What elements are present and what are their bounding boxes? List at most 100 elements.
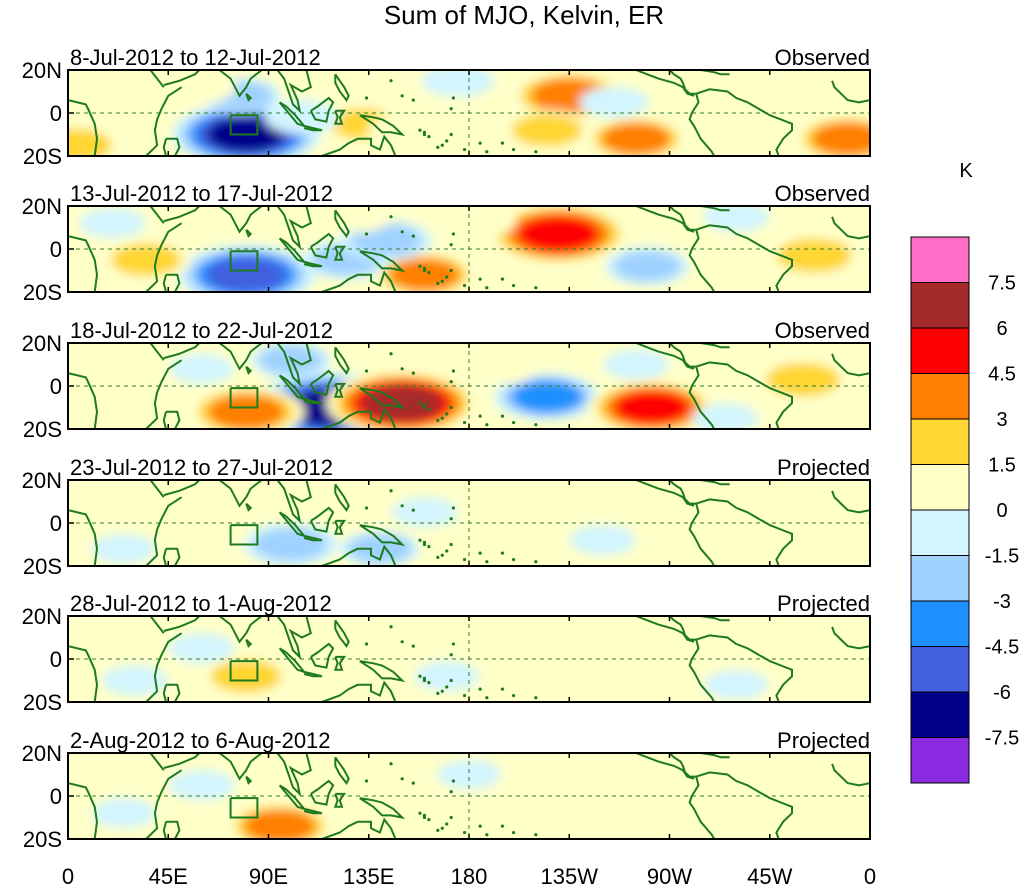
- island: [418, 264, 422, 268]
- coastline: [333, 792, 347, 808]
- coastline: [68, 235, 99, 292]
- coastline: [145, 86, 183, 156]
- island: [427, 545, 431, 549]
- panel-date-range: 13-Jul-2012 to 17-Jul-2012: [70, 181, 333, 206]
- island: [418, 128, 422, 132]
- colorbar-tick-label: -3: [993, 591, 1011, 613]
- coastline: [303, 534, 323, 542]
- y-tick-label: 0: [50, 784, 62, 809]
- coastline: [163, 480, 201, 497]
- island: [449, 405, 453, 410]
- anomaly-contour: [655, 528, 728, 561]
- coastline: [68, 645, 99, 702]
- anomaly-blob: [768, 485, 838, 518]
- coastline: [68, 99, 99, 156]
- island: [449, 815, 453, 820]
- island: [534, 423, 538, 427]
- anomaly-contour: [91, 798, 156, 828]
- anomaly-blob: [468, 353, 537, 385]
- coastline: [695, 498, 793, 566]
- anomaly-contour: [613, 250, 681, 282]
- panel-date-range: 2-Aug-2012 to 6-Aug-2012: [70, 728, 331, 753]
- y-tick-label: 0: [50, 237, 62, 262]
- island: [364, 369, 369, 373]
- island: [400, 504, 404, 508]
- coastline: [245, 92, 253, 102]
- colorbar-swatch: [910, 327, 970, 374]
- y-tick-label: 20S: [23, 690, 62, 715]
- anomaly-blob: [603, 349, 669, 380]
- coastline: [668, 753, 697, 778]
- island: [500, 414, 505, 418]
- anomaly-blob: [569, 525, 636, 556]
- island: [485, 150, 489, 154]
- coastline: [688, 229, 715, 292]
- x-tick-label: 0: [864, 864, 876, 889]
- anomaly-blob: [604, 247, 690, 286]
- island: [400, 367, 404, 371]
- coastline: [245, 502, 253, 512]
- colorbar-swatch: [910, 418, 970, 465]
- coastline: [163, 206, 201, 223]
- island: [411, 371, 415, 375]
- coastline: [303, 670, 323, 678]
- island: [389, 79, 393, 83]
- island: [364, 232, 369, 236]
- anomaly-blob: [503, 633, 569, 664]
- anomaly-contour: [323, 206, 393, 233]
- coastline: [831, 80, 870, 104]
- island: [451, 96, 456, 100]
- island: [449, 678, 453, 683]
- coastline: [309, 506, 335, 533]
- colorbar-swatch: [910, 464, 970, 511]
- coastline: [149, 753, 165, 771]
- island: [478, 687, 482, 691]
- region-box: [229, 250, 259, 272]
- anomaly-contour: [569, 525, 636, 556]
- coastline: [668, 616, 697, 641]
- island: [400, 230, 404, 234]
- anomaly-contour: [703, 76, 770, 107]
- y-tick-label: 20N: [22, 604, 62, 629]
- island: [534, 286, 538, 290]
- coastline: [276, 70, 312, 114]
- island: [449, 542, 453, 547]
- coastline: [831, 490, 870, 514]
- anomaly-contour: [389, 258, 460, 291]
- coastline: [149, 480, 165, 498]
- anomaly-blob: [102, 665, 168, 696]
- coastline: [334, 483, 350, 512]
- coastline: [688, 639, 715, 702]
- anomaly-contour: [444, 206, 517, 238]
- anomaly-contour: [79, 208, 146, 239]
- island: [440, 826, 444, 830]
- y-tick-label: 20N: [22, 194, 62, 219]
- anomaly-contour: [167, 71, 237, 103]
- anomaly-contour: [511, 114, 583, 147]
- island: [449, 107, 453, 111]
- coastline: [635, 206, 695, 233]
- y-tick-label: 20N: [22, 331, 62, 356]
- island: [500, 824, 505, 828]
- y-tick-label: 20S: [23, 280, 62, 305]
- panel-status: Projected: [777, 728, 870, 753]
- y-tick-label: 20S: [23, 144, 62, 169]
- island: [534, 833, 538, 837]
- coastline: [668, 343, 697, 368]
- anomaly-blob: [794, 115, 870, 156]
- coastline: [309, 779, 335, 806]
- anomaly-blob: [226, 802, 334, 839]
- anomaly-contour: [347, 534, 412, 564]
- anomaly-contour: [568, 643, 638, 675]
- panel-5: 20N 0 20S 28-Jul-2012 to 1-Aug-2012 Projecte…: [22, 591, 871, 715]
- anomaly-blob: [391, 497, 458, 528]
- island: [449, 268, 453, 273]
- coastline: [700, 70, 730, 76]
- anomaly-contour: [421, 70, 494, 98]
- anomaly-blob: [704, 670, 769, 700]
- island: [422, 815, 427, 820]
- coastline: [303, 124, 323, 132]
- island: [445, 412, 449, 416]
- island: [462, 557, 467, 562]
